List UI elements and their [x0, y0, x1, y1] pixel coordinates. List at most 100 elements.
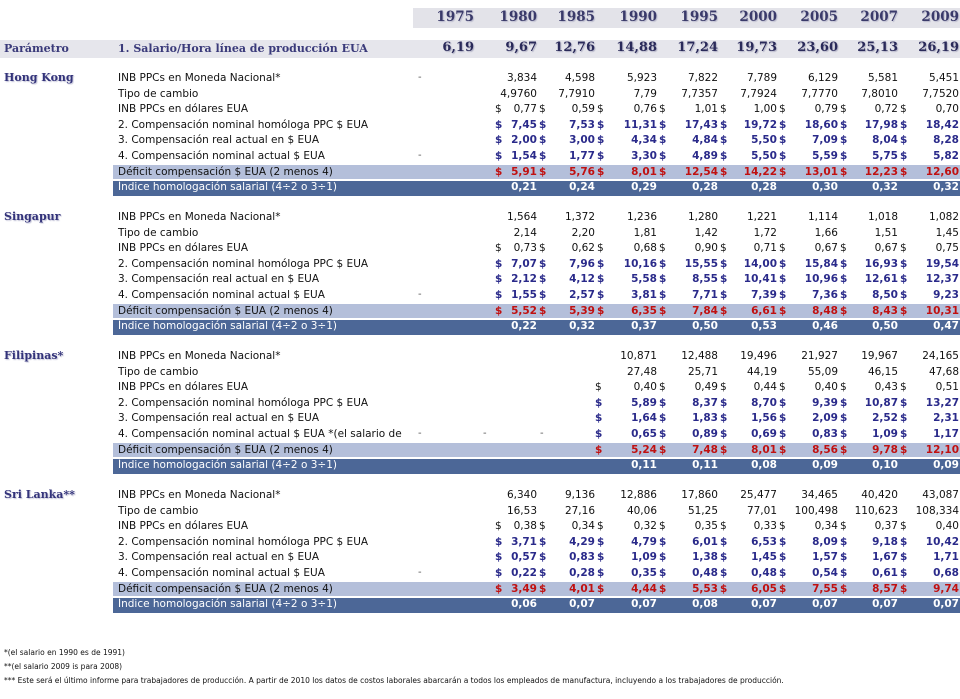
currency-symbol: $ [900, 412, 908, 425]
table-cell: 0,49 [694, 381, 718, 394]
parameter-label: Parámetro [4, 42, 69, 55]
currency-symbol: $ [539, 520, 546, 533]
currency-symbol: $ [597, 257, 605, 270]
table-cell: 0,67 [874, 242, 898, 255]
row-label: Índice homologación salarial (4÷2 o 3÷1) [118, 181, 337, 194]
currency-symbol: $ [495, 134, 503, 147]
table-cell: 6,61 [751, 304, 777, 317]
table-cell: 1,45 [751, 551, 777, 564]
currency-symbol: $ [659, 134, 667, 147]
dash-marker: - [483, 428, 487, 439]
table-cell: 0,46 [812, 320, 838, 333]
table-cell: 1,72 [753, 226, 777, 239]
table-cell: 15,84 [804, 257, 838, 270]
currency-symbol: $ [539, 165, 547, 178]
currency-symbol: $ [900, 118, 908, 131]
currency-symbol: $ [495, 242, 502, 255]
currency-symbol: $ [779, 381, 786, 394]
table-cell: 12,23 [864, 165, 898, 178]
table-cell: 13,01 [804, 165, 838, 178]
table-cell: 55,09 [807, 365, 838, 378]
currency-symbol: $ [495, 304, 503, 317]
currency-symbol: $ [840, 551, 848, 564]
table-cell: 1,114 [807, 211, 838, 223]
currency-symbol: $ [495, 520, 502, 533]
table-cell: 19,967 [861, 350, 898, 362]
currency-symbol: $ [720, 134, 728, 147]
table-cell: 108,334 [915, 504, 959, 517]
currency-symbol: $ [840, 289, 848, 301]
table-cell: 0,65 [631, 428, 657, 440]
currency-symbol: $ [597, 242, 604, 255]
table-cell: 0,71 [753, 242, 777, 255]
currency-symbol: $ [539, 304, 547, 317]
currency-symbol: $ [495, 551, 503, 564]
table-cell: 18,60 [804, 118, 838, 131]
parameter-description: 1. Salario/Hora línea de producción EUA [118, 42, 368, 55]
table-cell: 1,17 [933, 428, 959, 440]
table-cell: 4,01 [569, 582, 595, 595]
currency-symbol: $ [779, 582, 787, 595]
table-cell: 10,42 [925, 535, 959, 548]
table-cell: 34,465 [801, 489, 838, 501]
currency-symbol: $ [900, 103, 907, 116]
table-cell: 40,420 [861, 489, 898, 501]
row-label: 2. Compensación nominal homóloga PPC $ E… [118, 257, 369, 270]
table-cell: 2,14 [513, 226, 537, 239]
row-label: INB PPCs en dólares EUA [118, 381, 249, 394]
table-cell: 7,7924 [740, 87, 777, 100]
currency-symbol: $ [720, 535, 728, 548]
table-cell: 18,42 [925, 118, 959, 131]
table-cell: 5,52 [511, 304, 537, 317]
currency-symbol: $ [840, 412, 848, 425]
table-cell: 2,09 [812, 412, 838, 425]
table-cell: 0,09 [933, 459, 959, 472]
currency-symbol: $ [539, 535, 547, 548]
currency-symbol: $ [659, 520, 666, 533]
table-cell: 9,136 [564, 489, 595, 501]
table-cell: 0,77 [513, 103, 537, 116]
table-cell: 27,48 [626, 365, 657, 378]
table-cell: 8,70 [751, 396, 777, 409]
table-cell: 100,498 [794, 504, 838, 517]
currency-symbol: $ [539, 257, 547, 270]
currency-symbol: $ [659, 257, 667, 270]
table-cell: 5,581 [867, 72, 898, 84]
table-cell: 17,98 [864, 118, 898, 131]
table-cell: 5,59 [812, 150, 838, 162]
table-cell: 1,83 [692, 412, 718, 425]
table-cell: 8,55 [692, 273, 718, 286]
currency-symbol: $ [779, 428, 787, 440]
table-cell: 0,30 [812, 181, 838, 194]
table-cell: 9,74 [933, 582, 959, 595]
table-cell: 8,09 [812, 535, 838, 548]
table-cell: 3,00 [569, 134, 595, 147]
table-cell: 0,34 [814, 520, 838, 533]
table-cell: 7,7910 [558, 87, 595, 100]
currency-symbol: $ [720, 443, 728, 456]
table-cell: 4,34 [631, 134, 657, 147]
table-cell: 11,31 [623, 118, 657, 131]
dash-marker: - [418, 567, 422, 578]
row-label: INB PPCs en Moneda Nacional* [118, 72, 281, 84]
currency-symbol: $ [720, 412, 728, 425]
row-label: Tipo de cambio [118, 226, 199, 239]
index-row-bar [113, 319, 960, 335]
table-cell: 0,07 [812, 598, 838, 611]
currency-symbol: $ [495, 118, 503, 131]
table-cell: 0,10 [872, 459, 898, 472]
table-cell: 1,57 [812, 551, 838, 564]
table-cell: 0,48 [751, 567, 777, 579]
table-cell: 12,10 [925, 443, 959, 456]
currency-symbol: $ [900, 381, 907, 394]
currency-symbol: $ [840, 582, 848, 595]
currency-symbol: $ [659, 103, 666, 116]
table-cell: 1,51 [874, 226, 898, 239]
currency-symbol: $ [840, 103, 847, 116]
table-cell: 0,59 [571, 103, 595, 116]
currency-symbol: $ [840, 381, 847, 394]
table-cell: 5,50 [751, 150, 777, 162]
table-cell: 9,39 [812, 396, 838, 409]
table-cell: 17,43 [684, 118, 718, 131]
table-cell: 0,53 [751, 320, 777, 333]
